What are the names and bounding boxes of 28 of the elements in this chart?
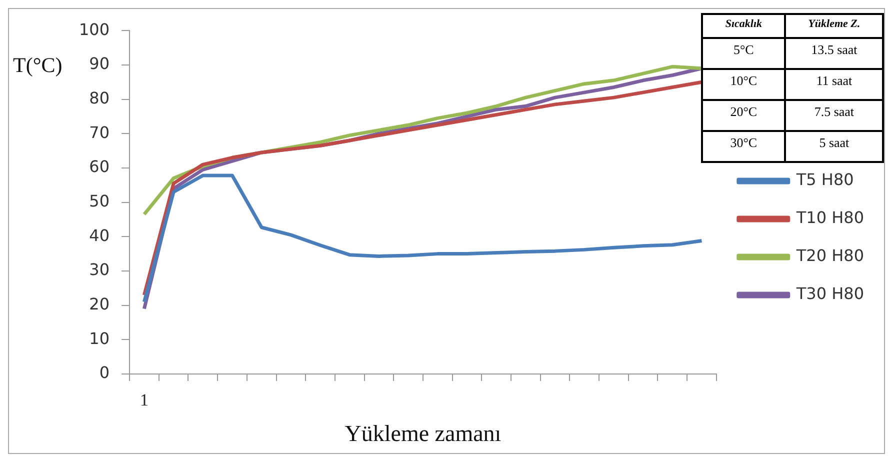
y-axis-title: T(°C) [13,53,62,78]
text: 11 saat [785,69,883,100]
y-tick-label: 20 [89,294,110,314]
legend-label: T20 H80 [795,246,864,266]
text: 7.5 saat [785,100,883,131]
text: Yükleme Z. [785,14,883,38]
text: 30°C [702,131,786,162]
y-tick-label: 90 [89,54,110,74]
legend-label: T5 H80 [795,170,854,190]
y-tick-label: 0 [99,363,110,382]
y-tick-label: 30 [89,260,110,280]
y-tick-label: 60 [89,157,110,176]
y-tick-label: 40 [89,226,110,245]
text: Sıcaklık [702,14,786,38]
legend-label: T10 H80 [795,208,864,228]
x-axis-title: Yükleme zamanı [344,421,502,446]
text: 5°C [702,38,786,69]
y-tick-label: 100 [78,20,110,39]
legend-label: T30 H80 [795,284,864,304]
x-tick-label: 1 [140,390,148,410]
y-tick-label: 70 [89,122,110,142]
text: 13.5 saat [785,38,883,69]
text: 20°C [702,100,786,131]
y-tick-label: 10 [89,328,110,348]
text: 10°C [702,69,786,100]
y-tick-label: 50 [89,191,110,210]
y-tick-label: 80 [89,88,110,108]
text: 5 saat [785,131,883,162]
